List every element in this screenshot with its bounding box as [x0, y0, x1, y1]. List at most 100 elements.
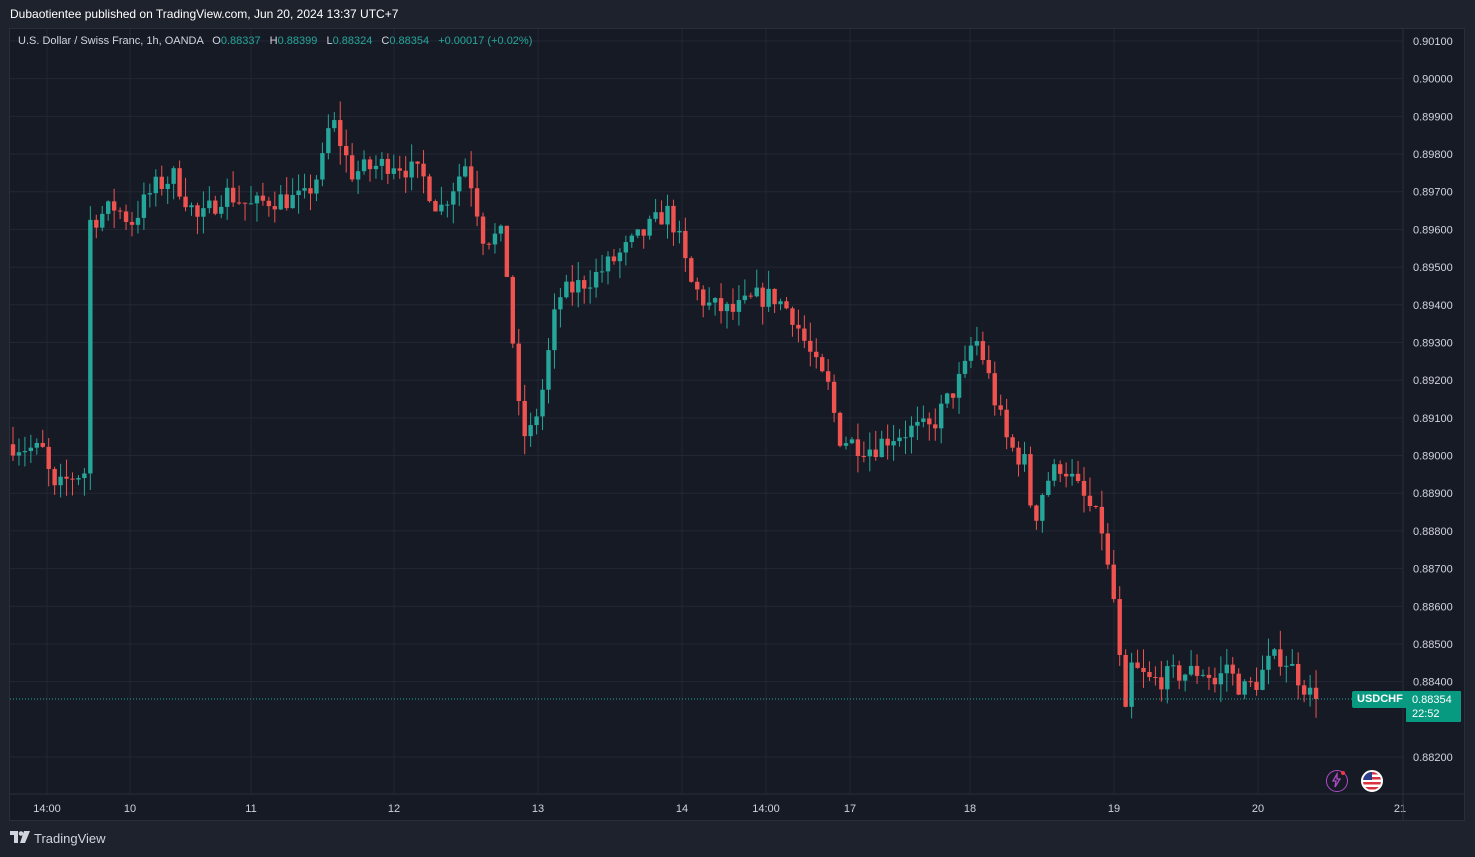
candle-body — [28, 447, 34, 452]
candle-body — [742, 295, 748, 301]
candle-body — [278, 194, 283, 210]
candle-body — [552, 309, 557, 351]
candle-body — [808, 340, 813, 352]
lightning-icon[interactable] — [1326, 770, 1348, 792]
candle-body — [903, 437, 908, 439]
y-tick-label: 0.90000 — [1413, 74, 1453, 86]
candle-body — [10, 444, 16, 456]
tradingview-logo-icon[interactable] — [10, 826, 30, 852]
candle-body — [433, 201, 438, 212]
candle-body — [564, 281, 569, 298]
candle-body — [677, 230, 682, 233]
y-tick-label: 0.88900 — [1413, 488, 1453, 500]
candle-body — [516, 343, 521, 401]
candle-body — [22, 451, 28, 453]
candle-body — [582, 280, 587, 289]
candle-body — [772, 288, 777, 305]
y-tick-label: 0.88500 — [1413, 639, 1453, 651]
candle-body — [1224, 664, 1229, 674]
candle-body — [1296, 663, 1301, 686]
candle-body — [1028, 454, 1033, 506]
candle-body — [784, 301, 789, 309]
candle-body — [159, 176, 164, 189]
candle-body — [873, 449, 878, 457]
chart-frame[interactable] — [9, 28, 1465, 821]
y-tick-label: 0.88200 — [1413, 752, 1453, 764]
candle-body — [724, 303, 730, 312]
candle-body — [332, 120, 337, 129]
candle-body — [802, 328, 807, 341]
candles — [10, 101, 1319, 719]
candle-body — [207, 200, 212, 209]
candle-body — [1182, 674, 1188, 681]
legend-open-label: O — [212, 35, 221, 47]
candle-body — [915, 421, 920, 426]
legend-symbol: U.S. Dollar / Swiss Franc, 1h, OANDA — [18, 35, 204, 47]
candle-body — [1129, 662, 1134, 707]
candle-body — [933, 424, 938, 429]
y-tick-label: 0.89000 — [1413, 451, 1453, 463]
candle-body — [76, 478, 81, 480]
candle-body — [617, 252, 623, 262]
candle-body — [70, 478, 75, 480]
candle-body — [599, 271, 605, 273]
candle-body — [1284, 665, 1289, 667]
candle-body — [1111, 564, 1116, 600]
candle-body — [736, 300, 742, 312]
legend-high-value: 0.88399 — [277, 35, 318, 47]
x-tick-label: 19 — [1108, 803, 1120, 815]
candle-body — [718, 298, 724, 312]
candle-body — [189, 205, 194, 208]
candle-body — [1230, 664, 1235, 674]
legend-high-label: H — [269, 35, 278, 47]
candle-body — [706, 302, 712, 306]
candle-body — [480, 216, 486, 244]
candle-body — [671, 205, 676, 233]
candle-body — [956, 373, 962, 398]
candle-body — [790, 308, 795, 325]
candle-body — [1159, 677, 1164, 690]
candle-body — [171, 168, 176, 184]
candle-body — [1260, 669, 1265, 690]
y-tick-label: 0.89300 — [1413, 337, 1453, 349]
candle-body — [1040, 494, 1045, 521]
candle-body — [766, 288, 771, 307]
candle-body — [439, 204, 444, 212]
candle-body — [52, 468, 57, 486]
us-flag-icon[interactable] — [1361, 770, 1383, 792]
candle-body — [1075, 473, 1081, 481]
candle-body — [522, 400, 527, 437]
symbol-badge: USDCHF — [1352, 691, 1408, 708]
x-tick-label: 17 — [844, 803, 856, 815]
candle-body — [58, 476, 63, 486]
legend-open-value: 0.88337 — [220, 35, 261, 47]
candle-body — [820, 357, 825, 372]
candle-body — [570, 281, 575, 293]
candle-body — [629, 235, 634, 243]
candle-body — [1135, 662, 1140, 668]
footer-brand[interactable]: TradingView — [34, 831, 106, 846]
candle-body — [950, 393, 956, 398]
candle-body — [653, 212, 658, 219]
candle-body — [885, 438, 890, 446]
last-price: 0.88354 — [1412, 694, 1452, 706]
candle-body — [1099, 506, 1105, 534]
candle-body — [1147, 671, 1152, 678]
candle-body — [468, 166, 474, 189]
candle-body — [183, 196, 188, 208]
candle-body — [302, 188, 307, 191]
candle-body — [992, 373, 997, 406]
candle-body — [974, 341, 980, 346]
legend-change: +0.00017 (+0.02%) — [438, 35, 533, 47]
candle-body — [944, 393, 950, 404]
candle-body — [1236, 673, 1241, 695]
candle-body — [587, 287, 593, 289]
candle-body — [867, 449, 872, 457]
candle-body — [623, 242, 629, 253]
y-tick-label: 0.89200 — [1413, 375, 1453, 387]
candle-body — [1046, 480, 1051, 495]
candle-body — [492, 233, 498, 245]
chart-legend: U.S. Dollar / Swiss Franc, 1h, OANDA O0.… — [18, 35, 532, 47]
candle-body — [1081, 480, 1087, 496]
